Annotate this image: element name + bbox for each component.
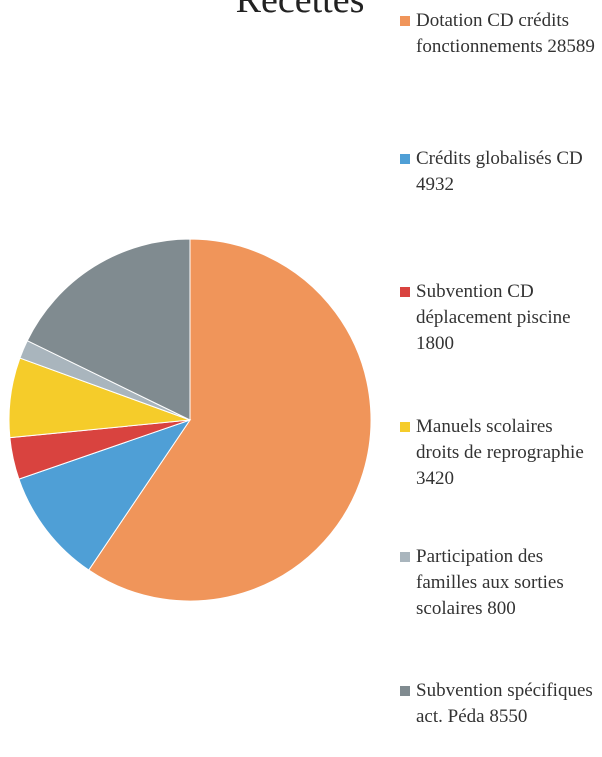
legend-label: Subvention CD déplacement piscine xyxy=(416,281,571,328)
legend-swatch xyxy=(400,154,410,164)
legend-value: 8550 xyxy=(489,706,528,727)
pie-slice xyxy=(18,419,192,571)
legend-entry: Participation des familles aux sorties s… xyxy=(398,544,598,622)
legend-value: 28589 xyxy=(547,36,595,57)
legend-swatch xyxy=(400,686,410,696)
pie-slice xyxy=(26,238,191,421)
legend-label: Crédits globalisés CD xyxy=(416,148,583,169)
legend-swatch xyxy=(400,422,410,432)
legend-entry: Manuels scolaires droits de reprographie… xyxy=(398,414,598,492)
legend-label: Manuels scolaires droits de reprographie xyxy=(416,416,584,463)
legend-value: 4932 xyxy=(416,174,454,195)
legend-label: Dotation CD crédits fonctionnements xyxy=(416,10,570,57)
legend-entry: Subvention spécifiques act. Péda 8550 xyxy=(398,678,598,730)
legend-value: 3420 xyxy=(416,468,454,489)
legend-entry: Subvention CD déplacement piscine 1800 xyxy=(398,279,598,357)
pie-area xyxy=(8,238,372,602)
legend-swatch xyxy=(400,287,410,297)
legend-entry: Dotation CD crédits fonctionnements 2858… xyxy=(398,8,598,60)
legend-value: 800 xyxy=(487,598,516,619)
legend-label: Participation des familles aux sorties s… xyxy=(416,546,564,619)
pie-slice xyxy=(88,238,372,602)
chart-title: Recettes xyxy=(235,0,365,21)
legend-entry: Crédits globalisés CD 4932 xyxy=(398,146,598,198)
legend-swatch xyxy=(400,552,410,562)
legend-value: 1800 xyxy=(416,333,454,354)
legend-swatch xyxy=(400,16,410,26)
legend-label: Subvention spécifiques act. Péda xyxy=(416,680,593,727)
